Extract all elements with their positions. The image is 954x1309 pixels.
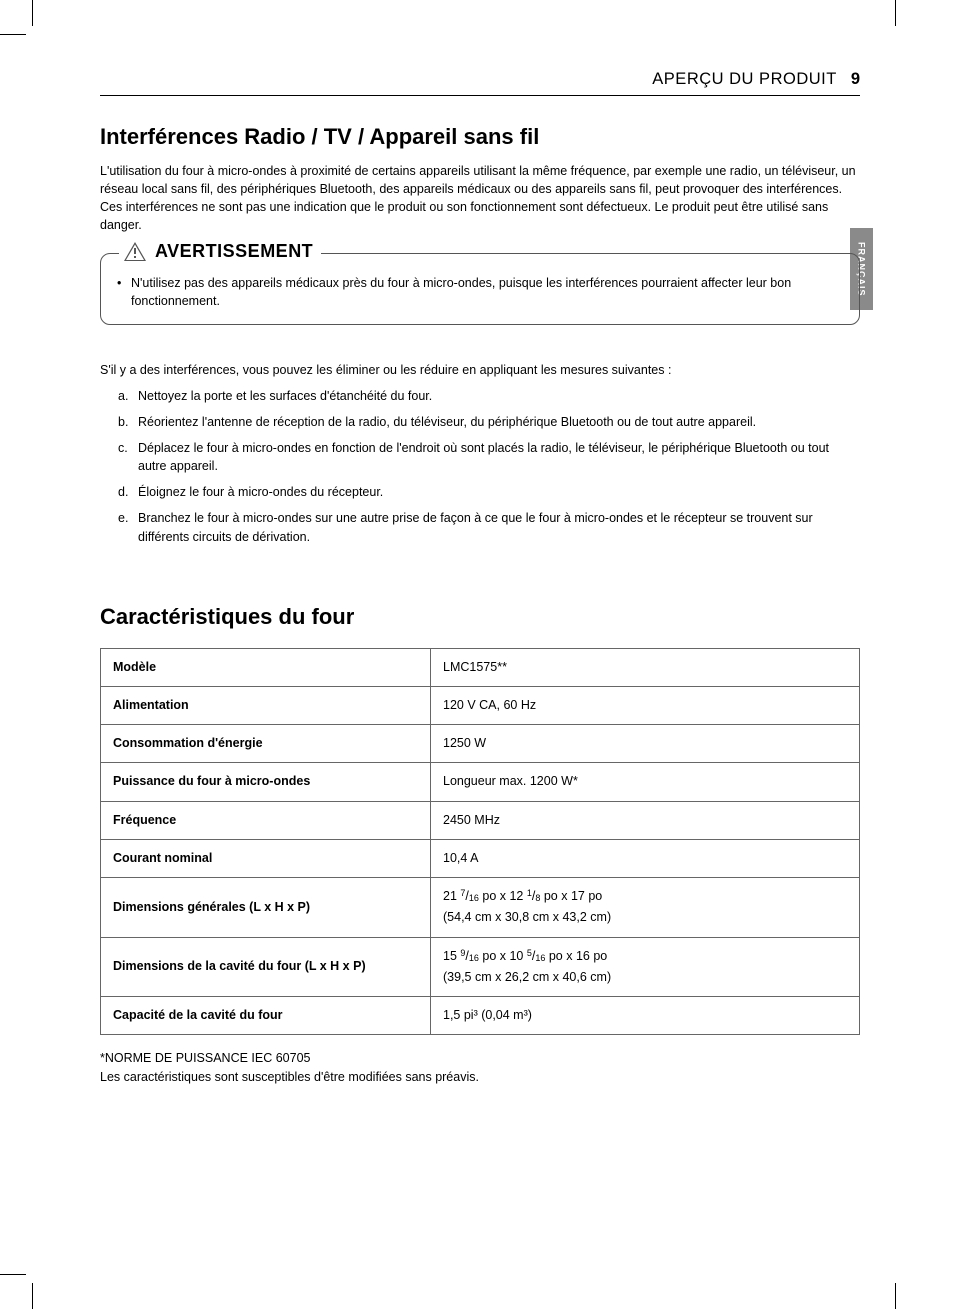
warning-bullet: N'utilisez pas des appareils médicaux pr… — [117, 274, 843, 310]
spec-label: Dimensions générales (L x H x P) — [101, 878, 431, 938]
table-row: Dimensions de la cavité du four (L x H x… — [101, 937, 860, 997]
step-b: b. Réorientez l'antenne de réception de l… — [118, 413, 860, 431]
step-label: c. — [118, 439, 132, 475]
step-text: Éloignez le four à micro-ondes du récept… — [138, 483, 860, 501]
spec-value: 15 9/16 po x 10 5/16 po x 16 po (39,5 cm… — [431, 937, 860, 997]
frac-den: 16 — [469, 953, 479, 963]
step-label: a. — [118, 387, 132, 405]
page-number: 9 — [851, 70, 860, 89]
page-header: APERÇU DU PRODUIT 9 — [100, 70, 860, 96]
steps-list: a. Nettoyez la porte et les surfaces d'ét… — [100, 387, 860, 546]
step-text: Réorientez l'antenne de réception de la … — [138, 413, 860, 431]
spec-value: 21 7/16 po x 12 1/8 po x 17 po (54,4 cm … — [431, 878, 860, 938]
table-row: Capacité de la cavité du four 1,5 pi³ (0… — [101, 997, 860, 1035]
step-a: a. Nettoyez la porte et les surfaces d'ét… — [118, 387, 860, 405]
step-text: Déplacez le four à micro-ondes en foncti… — [138, 439, 860, 475]
table-row: Consommation d'énergie1250 W — [101, 725, 860, 763]
frac-den: 16 — [469, 893, 479, 903]
spec-label: Alimentation — [101, 686, 431, 724]
spec-value: Longueur max. 1200 W* — [431, 763, 860, 801]
footnote-2: Les caractéristiques sont susceptibles d… — [100, 1068, 860, 1087]
dim-text: 21 — [443, 889, 460, 903]
spec-label: Puissance du four à micro-ondes — [101, 763, 431, 801]
frac-num: 1 — [527, 888, 532, 898]
dim-text: po x 16 po — [545, 949, 607, 963]
dim-metric: (39,5 cm x 26,2 cm x 40,6 cm) — [443, 970, 611, 984]
step-text: Branchez le four à micro-ondes sur une a… — [138, 509, 860, 545]
spec-label: Consommation d'énergie — [101, 725, 431, 763]
frac-num: 5 — [527, 948, 532, 958]
table-row: ModèleLMC1575** — [101, 648, 860, 686]
spec-value: 10,4 A — [431, 839, 860, 877]
spec-value: LMC1575** — [431, 648, 860, 686]
spec-label: Fréquence — [101, 801, 431, 839]
spec-value: 2450 MHz — [431, 801, 860, 839]
frac-num: 9 — [460, 948, 465, 958]
step-d: d. Éloignez le four à micro-ondes du réce… — [118, 483, 860, 501]
warning-title: AVERTISSEMENT — [155, 241, 313, 262]
footnotes: *NORME DE PUISSANCE IEC 60705 Les caract… — [100, 1049, 860, 1087]
spec-label: Courant nominal — [101, 839, 431, 877]
section-title-specs: Caractéristiques du four — [100, 604, 860, 630]
warning-box: AVERTISSEMENT N'utilisez pas des apparei… — [100, 253, 860, 325]
step-e: e.Branchez le four à micro-ondes sur une… — [118, 509, 860, 545]
spec-table: ModèleLMC1575** Alimentation120 V CA, 60… — [100, 648, 860, 1036]
warning-header: AVERTISSEMENT — [119, 241, 321, 262]
spec-value: 120 V CA, 60 Hz — [431, 686, 860, 724]
header-section-title: APERÇU DU PRODUIT — [652, 70, 837, 89]
frac-den: 16 — [535, 953, 545, 963]
step-text: Nettoyez la porte et les surfaces d'étan… — [138, 387, 860, 405]
step-label: b. — [118, 413, 132, 431]
step-label: d. — [118, 483, 132, 501]
warning-triangle-icon — [123, 241, 147, 262]
table-row: Courant nominal10,4 A — [101, 839, 860, 877]
frac-num: 7 — [460, 888, 465, 898]
spec-label: Modèle — [101, 648, 431, 686]
spec-value: 1250 W — [431, 725, 860, 763]
table-row: Dimensions générales (L x H x P) 21 7/16… — [101, 878, 860, 938]
footnote-1: *NORME DE PUISSANCE IEC 60705 — [100, 1049, 860, 1068]
table-row: Puissance du four à micro-ondesLongueur … — [101, 763, 860, 801]
spec-label: Dimensions de la cavité du four (L x H x… — [101, 937, 431, 997]
spec-label: Capacité de la cavité du four — [101, 997, 431, 1035]
spec-value: 1,5 pi³ (0,04 m³) — [431, 997, 860, 1035]
section-title-interference: Interférences Radio / TV / Appareil sans… — [100, 124, 860, 150]
steps-intro: S'il y a des interférences, vous pouvez … — [100, 363, 860, 377]
page-content: APERÇU DU PRODUIT 9 FRANÇAIS Interférenc… — [100, 70, 860, 1087]
table-row: Fréquence2450 MHz — [101, 801, 860, 839]
dim-text: po x 17 po — [540, 889, 602, 903]
step-c: c.Déplacez le four à micro-ondes en fonc… — [118, 439, 860, 475]
table-row: Alimentation120 V CA, 60 Hz — [101, 686, 860, 724]
dim-text: po x 12 — [479, 889, 527, 903]
dim-text: po x 10 — [479, 949, 527, 963]
interference-paragraph: L'utilisation du four à micro-ondes à pr… — [100, 162, 860, 235]
step-label: e. — [118, 509, 132, 545]
dim-text: 15 — [443, 949, 460, 963]
dim-metric: (54,4 cm x 30,8 cm x 43,2 cm) — [443, 910, 611, 924]
